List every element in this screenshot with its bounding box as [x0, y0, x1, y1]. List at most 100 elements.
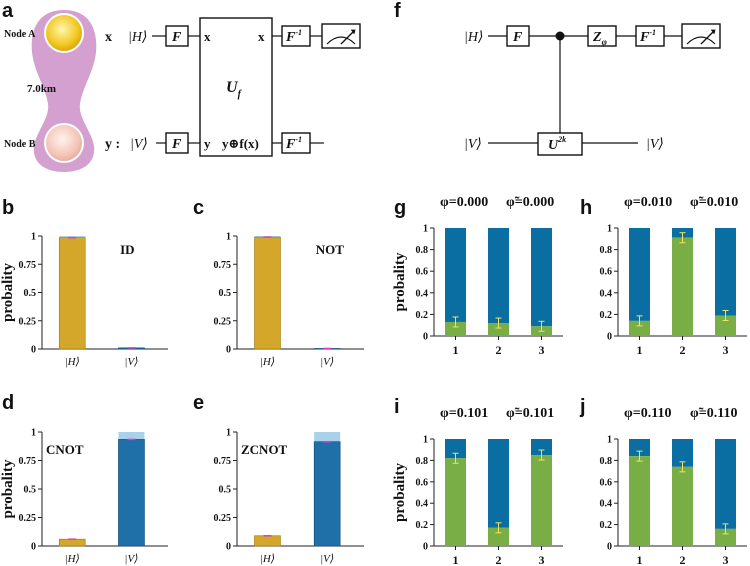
y-tick-label: 0.4: [416, 499, 429, 510]
y-tick-label: 0.25: [214, 316, 232, 327]
phi-value: φ=0.110: [624, 406, 671, 421]
ket-h-f: |H⟩: [464, 30, 483, 45]
panel-label-j: j: [579, 396, 586, 418]
panel-label-i: i: [394, 396, 400, 418]
x-tick-label: 1: [637, 553, 643, 566]
bar-segment-blue: [445, 439, 466, 459]
ket-v-out-f: |V⟩: [646, 137, 664, 152]
distance-label: 7.0km: [27, 83, 56, 95]
y-tick-label: 0.75: [214, 456, 232, 467]
y-tick-label: 1: [31, 232, 36, 243]
gate-z-phi-label: Zφ: [592, 30, 607, 47]
y-tick-label: 1: [226, 232, 231, 243]
y-tick-label: 0.8: [600, 245, 613, 256]
ket-h-input: |H⟩: [128, 30, 147, 45]
phi-estimate: φ̃=0.000: [506, 195, 554, 210]
y-tick-label: 0: [226, 542, 231, 553]
chart-j: 0 0.2 0.4 0.6 0.8 1 1 2 3 φ=0.110 φ̃=0.110: [600, 406, 747, 566]
x-tick-label: 3: [723, 553, 729, 566]
y-tick-label: 0.75: [214, 260, 232, 271]
qubit-y-label: y :: [105, 137, 120, 152]
gate-finv-bottom-label: F-1: [285, 135, 302, 152]
panel-label-c: c: [193, 197, 204, 219]
chart-h: 0 0.2 0.4 0.6 0.8 1 1 2 3 φ=0.010 φ̃=0.010: [600, 195, 747, 357]
y-tick-label: 0: [226, 345, 231, 356]
y-axis-label: probality: [0, 459, 16, 518]
bar-segment-blue: [715, 228, 736, 316]
y-tick-label: 1: [226, 428, 231, 439]
chart-e: 0 0.25 0.5 0.75 1 |H⟩ |V⟩ ZCNOT: [214, 428, 364, 565]
y-tick-label: 1: [31, 428, 36, 439]
x-tick-label: |H⟩: [260, 553, 275, 565]
bar: [254, 535, 281, 547]
phi-value: φ=0.101: [440, 406, 488, 421]
y-tick-label: 0.25: [214, 513, 232, 524]
gate-f-f-label: F: [512, 30, 523, 45]
y-tick-label: 1: [423, 435, 428, 446]
y-tick-label: 0: [423, 332, 428, 343]
bar-segment-green: [672, 466, 693, 546]
oracle-x-in: x: [204, 29, 211, 44]
y-tick-label: 0.8: [416, 245, 429, 256]
y-tick-label: 0.8: [416, 456, 429, 467]
chart-d: 0 0.25 0.5 0.75 1 probality |H⟩ |V⟩ CNOT: [0, 428, 168, 565]
bar-segment-green: [445, 458, 466, 546]
y-tick-label: 0.75: [19, 456, 37, 467]
node-b-label: Node B: [4, 139, 36, 150]
gate-f-bottom-label: F: [171, 137, 182, 152]
phi-value: φ=0.010: [624, 195, 672, 210]
bar-segment-blue: [629, 228, 650, 321]
gate-finv-bottom: [281, 132, 311, 154]
y-tick-label: 0.4: [416, 288, 429, 299]
gate-f-bottom: [165, 132, 189, 154]
x-tick-label: 2: [496, 343, 502, 357]
phi-estimate: φ̃=0.010: [690, 195, 738, 210]
ket-v-input: |V⟩: [130, 137, 148, 152]
oracle-uf-label: Uf: [226, 79, 243, 100]
y-axis-label: probality: [392, 252, 408, 311]
bar-segment-blue: [672, 439, 693, 467]
bar: [313, 441, 341, 547]
y-tick-label: 0.5: [219, 485, 232, 496]
ket-v-in-f: |V⟩: [464, 137, 482, 152]
oracle-y-in: y: [204, 136, 211, 151]
bar-segment-green: [629, 320, 650, 336]
bar: [254, 236, 281, 350]
gate-u-2k-label: U2k: [548, 135, 566, 153]
x-tick-label: |H⟩: [260, 356, 275, 368]
bar-segment-green: [445, 321, 466, 336]
y-tick-label: 0: [31, 542, 36, 553]
measurement-meter-icon-f: [681, 23, 721, 49]
bar-segment-blue: [531, 439, 552, 456]
bar-segment-green: [629, 456, 650, 546]
y-tick-label: 1: [607, 224, 612, 235]
phi-value: φ=0.000: [440, 195, 488, 210]
x-tick-label: 1: [453, 343, 459, 357]
gate-annotation: ZCNOT: [241, 442, 288, 457]
y-tick-label: 0.6: [416, 477, 429, 488]
y-tick-label: 0.4: [600, 499, 613, 510]
chart-g: 0 0.2 0.4 0.6 0.8 1 probality 1 2 3 φ=0.000 φ̃=0.00…: [392, 195, 563, 357]
bar-segment-blue: [445, 228, 466, 322]
oracle-x-out: x: [258, 29, 265, 44]
x-tick-label: |V⟩: [320, 356, 334, 368]
x-tick-label: 1: [453, 553, 459, 566]
x-tick-label: 2: [680, 553, 686, 566]
gate-finv-top-label: F-1: [285, 28, 302, 45]
bar-segment-green: [715, 528, 736, 546]
node-a-sphere: [44, 13, 84, 53]
y-tick-label: 0: [607, 542, 612, 553]
x-tick-label: 2: [680, 343, 686, 357]
gate-annotation: ID: [120, 242, 134, 257]
circuit-f: |H⟩ F Zφ F-1 |V⟩ U2k |V⟩: [464, 23, 721, 156]
measurement-meter-icon: [321, 23, 361, 49]
panel-label-e: e: [193, 392, 204, 414]
bar-segment-blue: [488, 439, 509, 528]
y-tick-label: 1: [607, 435, 612, 446]
panel-label-g: g: [394, 197, 406, 219]
bar-segment-green: [715, 315, 736, 336]
phi-estimate: φ̃=0.101: [506, 406, 554, 421]
y-tick-label: 1: [423, 224, 428, 235]
y-tick-label: 0.5: [219, 288, 232, 299]
gate-f-top-label: F: [171, 30, 182, 45]
